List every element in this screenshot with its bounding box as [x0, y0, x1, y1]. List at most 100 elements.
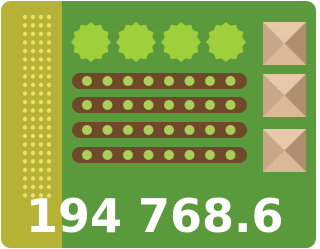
strip-dot: [23, 74, 27, 78]
pill-dot: [164, 76, 174, 86]
strip-dot: [31, 40, 35, 44]
strip-dot: [31, 66, 35, 70]
pill-row: [72, 122, 247, 138]
strip-dot: [31, 83, 35, 87]
strip-dot: [23, 142, 27, 146]
strip-dot: [23, 32, 27, 36]
pill-dot: [82, 125, 92, 135]
pill-dot: [103, 125, 113, 135]
strip-dot: [31, 159, 35, 163]
strip-dot: [23, 66, 27, 70]
strip-dot: [47, 117, 51, 121]
strip-dot: [31, 168, 35, 172]
illustration: 194 768.6: [0, 0, 317, 249]
strip-dot: [23, 91, 27, 95]
strip-dot: [39, 15, 43, 19]
pill-dot: [103, 150, 113, 160]
pill-dot: [103, 100, 113, 110]
strip-dot: [47, 15, 51, 19]
pill-dot: [205, 150, 215, 160]
pill-dot: [82, 100, 92, 110]
strip-dot: [23, 49, 27, 53]
strip-dot: [47, 23, 51, 27]
pill-dot: [144, 150, 154, 160]
pill-dot: [82, 76, 92, 86]
pill-dot: [185, 150, 195, 160]
strip-dot: [39, 66, 43, 70]
pill-dot: [205, 76, 215, 86]
strip-dot: [39, 23, 43, 27]
strip-dot: [39, 83, 43, 87]
strip-dot: [23, 83, 27, 87]
strip-dot: [23, 159, 27, 163]
strip-dot: [47, 49, 51, 53]
strip-dot: [23, 108, 27, 112]
strip-dot: [23, 57, 27, 61]
strip-dot: [39, 49, 43, 53]
strip-dot: [47, 32, 51, 36]
pill-row: [72, 147, 247, 163]
strip-dot: [31, 142, 35, 146]
pill-dot: [164, 100, 174, 110]
pill-dot: [123, 150, 133, 160]
pill-dot: [164, 150, 174, 160]
strip-dot: [31, 74, 35, 78]
strip-dot: [23, 134, 27, 138]
strip-dot: [23, 168, 27, 172]
strip-dot: [39, 151, 43, 155]
strip-dot: [31, 134, 35, 138]
strip-dot: [31, 125, 35, 129]
strip-dot: [39, 159, 43, 163]
strip-dot: [23, 151, 27, 155]
strip-dot: [31, 49, 35, 53]
pill-dot: [123, 100, 133, 110]
strip-dot: [39, 168, 43, 172]
strip-dot: [47, 176, 51, 180]
pill-dot: [226, 125, 236, 135]
strip-dot: [31, 15, 35, 19]
strip-dot: [47, 134, 51, 138]
strip-dot: [39, 91, 43, 95]
strip-dot: [39, 108, 43, 112]
pill-dot: [226, 100, 236, 110]
strip-dot: [47, 74, 51, 78]
strip-dot: [39, 100, 43, 104]
strip-dot: [23, 23, 27, 27]
strip-dot: [39, 142, 43, 146]
pill-dot: [144, 125, 154, 135]
strip-dot: [47, 40, 51, 44]
strip-dot: [31, 100, 35, 104]
pill-row: [72, 97, 247, 113]
strip-dot: [47, 66, 51, 70]
strip-dot: [39, 125, 43, 129]
pill-dot: [226, 150, 236, 160]
strip-dot: [47, 168, 51, 172]
strip-dot: [23, 15, 27, 19]
pill-dot: [205, 100, 215, 110]
strip-dot: [47, 125, 51, 129]
strip-dot: [47, 83, 51, 87]
strip-dot: [31, 32, 35, 36]
strip-dot: [47, 100, 51, 104]
strip-dot: [23, 176, 27, 180]
strip-dot: [23, 40, 27, 44]
strip-dot: [31, 151, 35, 155]
strip-dot: [47, 91, 51, 95]
page: 194 768.6 (() => { const data = JSON.par…: [0, 0, 317, 249]
pill-dot: [144, 76, 154, 86]
strip-dot: [39, 74, 43, 78]
strip-dot: [31, 23, 35, 27]
pill-dot: [123, 76, 133, 86]
strip-dot: [31, 57, 35, 61]
strip-dot: [39, 134, 43, 138]
pill-row: [72, 73, 247, 89]
pill-dot: [82, 150, 92, 160]
strip-dot: [31, 117, 35, 121]
pill-dot: [185, 125, 195, 135]
strip-dot: [31, 91, 35, 95]
strip-dot: [39, 176, 43, 180]
strip-dot: [39, 32, 43, 36]
strip-dot: [47, 108, 51, 112]
strip-dot: [31, 176, 35, 180]
pill-dot: [164, 125, 174, 135]
